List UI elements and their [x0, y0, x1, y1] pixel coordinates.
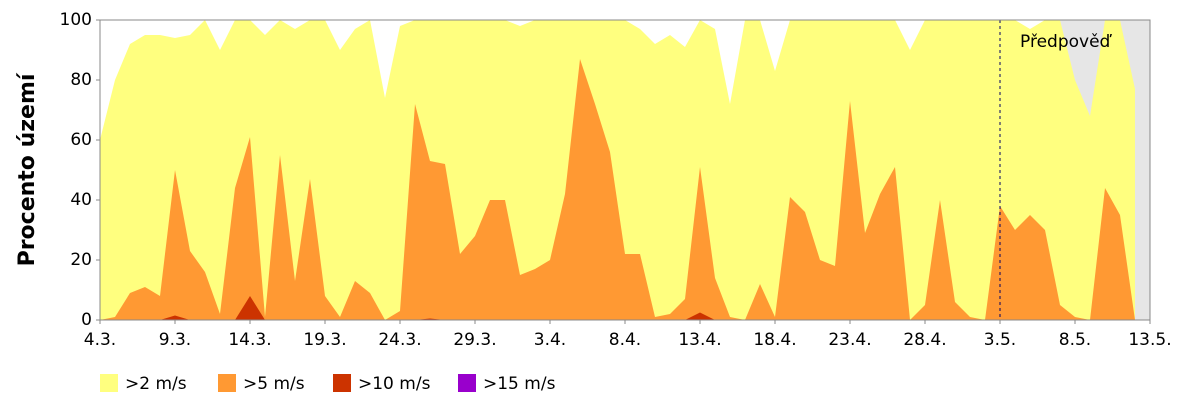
legend-swatch [333, 374, 351, 392]
x-tick-label: 9.3. [159, 330, 191, 350]
x-tick-label: 29.3. [453, 330, 496, 350]
y-tick-label: 60 [70, 130, 92, 150]
y-axis-label: Procento území [15, 72, 40, 266]
y-tick-label: 0 [81, 310, 92, 330]
legend-swatch [100, 374, 118, 392]
x-tick-label: 3.4. [534, 330, 566, 350]
x-tick-label: 23.4. [828, 330, 871, 350]
x-tick-label: 19.3. [303, 330, 346, 350]
y-tick-label: 20 [70, 250, 92, 270]
x-tick-label: 8.4. [609, 330, 641, 350]
legend-label: >5 m/s [243, 374, 305, 394]
area [100, 59, 1135, 320]
legend-label: >10 m/s [358, 374, 431, 394]
x-tick-label: 4.3. [84, 330, 116, 350]
x-tick-label: 18.4. [753, 330, 796, 350]
x-tick-label: 28.4. [903, 330, 946, 350]
y-tick-label: 40 [70, 190, 92, 210]
y-tick-label: 100 [60, 10, 92, 30]
x-tick-label: 13.5. [1128, 330, 1171, 350]
x-tick-label: 3.5. [984, 330, 1016, 350]
x-tick-label: 8.5. [1059, 330, 1091, 350]
x-tick-label: 24.3. [378, 330, 421, 350]
legend-swatch [458, 374, 476, 392]
annotation: Předpověď [1020, 32, 1113, 52]
legend-label: >15 m/s [483, 374, 556, 394]
legend-swatch [218, 374, 236, 392]
y-tick-label: 80 [70, 70, 92, 90]
x-tick-label: 14.3. [228, 330, 271, 350]
legend-label: >2 m/s [125, 374, 187, 394]
x-tick-label: 13.4. [678, 330, 721, 350]
